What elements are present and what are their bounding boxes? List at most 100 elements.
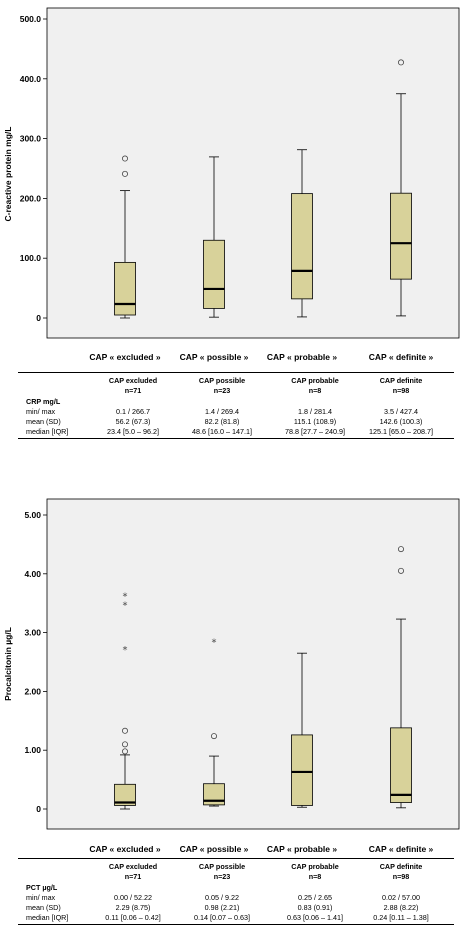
- y-tick-label: 400.0: [20, 74, 42, 84]
- table-cell: 0.24 [0.11 – 1.38]: [373, 913, 429, 922]
- crp-summary-table: CAP excluded CAP possible CAP probable C…: [0, 370, 473, 442]
- count-probable: n=8: [308, 386, 322, 395]
- table-top-rule: [18, 858, 454, 859]
- pct-boxplot: Procalcitonin µg/L 0 1.00 2.00 3.00 4.00 5.00…: [3, 498, 460, 854]
- extreme-outlier-marker: *: [212, 637, 217, 648]
- table-cell: 0.02 / 57.00: [382, 893, 420, 902]
- count-definite: n=98: [392, 386, 410, 395]
- table-cell: 1.8 / 281.4: [298, 407, 332, 416]
- iqr-box: [291, 193, 313, 300]
- box-2: *: [203, 637, 225, 807]
- y-tick-label: 5.00: [24, 510, 41, 520]
- count-excluded: n=71: [124, 872, 142, 881]
- category-label: CAP « definite »: [369, 844, 434, 854]
- table-cell: 0.98 (2.21): [204, 903, 240, 912]
- extreme-outlier-marker: *: [123, 600, 128, 611]
- iqr-box: [203, 783, 225, 806]
- col-header-definite: CAP definite: [379, 376, 423, 385]
- table-cell: 0.83 (0.91): [297, 903, 333, 912]
- outlier-marker: [397, 567, 404, 574]
- table-cell: 48.6 [16.0 – 147.1]: [192, 427, 252, 436]
- outlier-marker: [122, 170, 129, 177]
- table-cell: 0.25 / 2.65: [298, 893, 332, 902]
- row-label-median: median [IQR]: [26, 427, 69, 436]
- crp-boxplot: C-reactive protein mg/L 0 100.0 200.0 300.0…: [3, 7, 460, 362]
- table-cell: 56.2 (67.3): [115, 417, 151, 426]
- table-cell: 0.11 [0.06 – 0.42]: [105, 913, 161, 922]
- col-header-probable: CAP probable: [291, 862, 339, 871]
- table-cell: 0.63 [0.06 – 1.41]: [287, 913, 343, 922]
- category-label: CAP « possible »: [180, 352, 249, 362]
- table-cell: 1.4 / 269.4: [205, 407, 239, 416]
- iqr-box: [114, 783, 136, 806]
- table-cell: 82.2 (81.8): [204, 417, 240, 426]
- iqr-box: [203, 239, 225, 309]
- outlier-marker: [210, 733, 217, 740]
- box-3: [291, 652, 313, 808]
- table-group-label: CRP mg/L: [26, 397, 61, 406]
- iqr-box: [291, 734, 313, 806]
- count-probable: n=8: [308, 872, 322, 881]
- category-label: CAP « definite »: [369, 352, 434, 362]
- table-cell: 142.6 (100.3): [379, 417, 423, 426]
- pct-summary-table: CAP excluded CAP possible CAP probable C…: [0, 856, 473, 928]
- crp-y-axis-title: C-reactive protein mg/L: [3, 127, 13, 222]
- col-header-excluded: CAP excluded: [108, 862, 158, 871]
- col-header-probable: CAP probable: [291, 376, 339, 385]
- y-tick-label: 500.0: [20, 14, 42, 24]
- table-cell: 0.05 / 9.22: [205, 893, 239, 902]
- table-cell: 2.88 (8.22): [383, 903, 419, 912]
- outlier-marker: [397, 546, 404, 553]
- count-possible: n=23: [213, 386, 231, 395]
- iqr-box: [390, 727, 412, 803]
- table-cell: 78.8 [27.7 – 240.9]: [285, 427, 345, 436]
- outlier-marker: [122, 748, 129, 755]
- table-bottom-rule: [18, 438, 454, 439]
- col-header-possible: CAP possible: [198, 862, 246, 871]
- y-tick-label: 0: [36, 313, 41, 323]
- y-tick-label: 200.0: [20, 193, 42, 203]
- table-cell: 115.1 (108.9): [293, 417, 337, 426]
- box-4: [390, 546, 412, 809]
- category-label: CAP « possible »: [180, 844, 249, 854]
- box-1: [114, 155, 136, 319]
- table-cell: 0.00 / 52.22: [114, 893, 152, 902]
- table-cell: 0.14 [0.07 – 0.63]: [194, 913, 250, 922]
- col-header-excluded: CAP excluded: [108, 376, 158, 385]
- box-1: ***: [114, 592, 136, 810]
- box-2: [203, 156, 225, 318]
- table-top-rule: [18, 372, 454, 373]
- count-excluded: n=71: [124, 386, 142, 395]
- y-tick-label: 1.00: [24, 745, 41, 755]
- table-cell: 23.4 [5.0 – 96.2]: [107, 427, 159, 436]
- table-group-label: PCT µg/L: [26, 883, 58, 892]
- iqr-box: [390, 192, 412, 280]
- outlier-marker: [122, 155, 129, 162]
- y-tick-label: 2.00: [24, 686, 41, 696]
- outlier-marker: [397, 59, 404, 66]
- outlier-marker: [122, 741, 129, 748]
- col-header-definite: CAP definite: [379, 862, 423, 871]
- category-label: CAP « excluded »: [89, 352, 160, 362]
- row-label-mean: mean (SD): [26, 417, 61, 426]
- pct-y-axis-title: Procalcitonin µg/L: [3, 627, 13, 701]
- col-header-possible: CAP possible: [198, 376, 246, 385]
- table-cell: 0.1 / 266.7: [116, 407, 150, 416]
- row-label-median: median [IQR]: [26, 913, 69, 922]
- category-label: CAP « probable »: [267, 352, 337, 362]
- y-tick-label: 4.00: [24, 569, 41, 579]
- table-cell: 125.1 [65.0 – 208.7]: [369, 427, 433, 436]
- y-tick-label: 0: [36, 804, 41, 814]
- extreme-outlier-marker: *: [123, 645, 128, 656]
- table-cell: 2.29 (8.75): [115, 903, 151, 912]
- table-cell: 3.5 / 427.4: [384, 407, 418, 416]
- count-possible: n=23: [213, 872, 231, 881]
- y-tick-label: 100.0: [20, 253, 42, 263]
- row-label-minmax: min/ max: [26, 893, 56, 902]
- row-label-minmax: min/ max: [26, 407, 56, 416]
- crp-plot-area: [46, 7, 460, 339]
- outlier-marker: [122, 727, 129, 734]
- y-tick-label: 3.00: [24, 628, 41, 638]
- table-bottom-rule: [18, 924, 454, 925]
- iqr-box: [114, 261, 136, 316]
